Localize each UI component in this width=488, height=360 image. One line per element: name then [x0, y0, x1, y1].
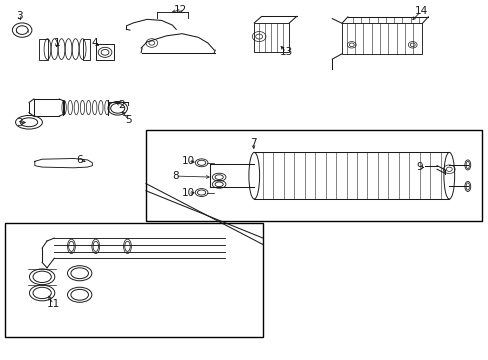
Text: 4: 4 [91, 38, 98, 48]
Text: 7: 7 [249, 139, 256, 148]
Text: 11: 11 [47, 300, 60, 310]
Bar [39, 39, 47, 59]
Text: 3: 3 [16, 12, 22, 22]
Text: 2: 2 [118, 100, 124, 110]
Text: 5: 5 [125, 115, 132, 125]
Text: 12: 12 [173, 5, 186, 15]
Text: 10: 10 [181, 156, 194, 166]
Text: 13: 13 [279, 47, 292, 57]
Text: 8: 8 [172, 171, 178, 181]
Text: 1: 1 [53, 38, 60, 48]
Text: 9: 9 [416, 162, 423, 172]
Text: 3: 3 [16, 118, 22, 128]
Text: 6: 6 [76, 154, 83, 165]
Bar [4, 223, 263, 337]
Text: 14: 14 [413, 6, 427, 17]
Bar [82, 39, 90, 59]
Bar [146, 130, 482, 221]
Bar [254, 23, 289, 51]
Bar [341, 23, 422, 54]
Bar [96, 44, 114, 60]
Text: 10: 10 [181, 188, 194, 198]
